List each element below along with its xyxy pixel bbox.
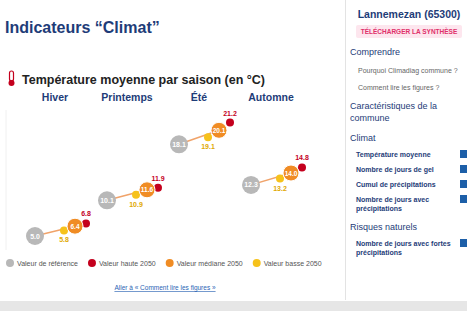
thermometer-icon — [9, 71, 15, 86]
nav-item-text[interactable]: Température moyenne — [356, 150, 431, 159]
section-title: Comprendre — [350, 46, 467, 58]
axis-line — [6, 110, 7, 250]
commune-name: Lannemezan (65300) — [350, 8, 467, 20]
median-dot — [139, 182, 155, 198]
median-dot — [67, 218, 83, 234]
sidebar: Lannemezan (65300) TÉLÉCHARGER LA SYNTHÈS… — [345, 0, 467, 300]
nav-square — [460, 239, 467, 247]
icon-bulb — [9, 80, 15, 86]
link[interactable]: Aller à « Comment lire les figures » — [114, 284, 216, 292]
labels: 5.0 6.8 5.86.4 10.1 11.9 10.9 11.6 18.1 21.2 19.1… — [30, 110, 309, 244]
chart-title: Température moyenne par saison (en °C) — [22, 73, 265, 87]
section-title: Risques naturels — [350, 221, 467, 233]
marks — [26, 119, 306, 245]
nav-square — [460, 165, 467, 173]
nav-item-text[interactable]: Cumul de précipitations — [356, 180, 436, 189]
legend-swatch — [166, 259, 174, 267]
data-label: 5.8 — [59, 236, 69, 243]
reference-dot — [170, 135, 188, 153]
legend-label: Valeur de référence — [17, 260, 78, 267]
category-label: Hiver — [42, 91, 68, 103]
median-dot — [283, 165, 299, 181]
section-title: Caractéristiques de la commune — [350, 100, 467, 124]
legend-swatch — [6, 259, 14, 267]
nav-square — [460, 195, 467, 203]
nav-item[interactable]: Température moyenne — [356, 150, 467, 159]
data-label: 5.0 — [30, 233, 40, 240]
low-dot — [276, 175, 284, 183]
nav-item[interactable]: Pourquoi Climadiag commune ? — [358, 66, 467, 75]
nav-item[interactable]: Nombre de jours de gel — [356, 165, 467, 174]
nav-item[interactable]: Nombre de jours avec précipitations — [356, 195, 467, 213]
nav-item[interactable]: Cumul de précipitations — [356, 180, 467, 189]
chart-area: Indicateurs “Climat” Température moyenne … — [0, 0, 345, 300]
category-label: Automne — [248, 91, 294, 103]
data-label: 21.2 — [223, 110, 237, 117]
data-label: 13.2 — [273, 185, 287, 192]
section-title: Climat — [350, 132, 467, 144]
category-label: Printemps — [101, 91, 153, 103]
legend-label: Valeur basse 2050 — [264, 260, 322, 267]
legend-label: Valeur haute 2050 — [99, 260, 156, 267]
data-label: 14.8 — [295, 154, 309, 161]
data-label: 11.9 — [151, 175, 164, 182]
data-label: 10.1 — [100, 197, 114, 204]
category-label: Été — [191, 91, 208, 103]
data-label: 11.6 — [141, 186, 154, 193]
legend-swatch — [253, 259, 261, 267]
high-dot — [298, 163, 306, 171]
data-label: 10.9 — [129, 201, 143, 208]
data-label: 12.3 — [244, 181, 258, 188]
nav-item-text[interactable]: Nombre de jours avec précipitations — [356, 195, 456, 213]
low-dot — [204, 133, 212, 141]
high-dot — [226, 119, 234, 127]
nav-item[interactable]: Comment lire les figures ? — [358, 83, 467, 92]
nav-item-text[interactable]: Nombre de jours de gel — [356, 165, 434, 174]
data-label: 6.4 — [70, 223, 79, 230]
legend-swatch — [88, 259, 96, 267]
bottom-bar — [0, 301, 467, 311]
icon-tube — [10, 71, 14, 81]
reference-dot — [242, 176, 260, 194]
nav-item-text[interactable]: Nombre de jours avec fortes précipitatio… — [356, 239, 456, 257]
median-dot — [211, 122, 227, 138]
legend-label: Valeur médiane 2050 — [177, 260, 243, 267]
data-label: 18.1 — [172, 141, 186, 148]
nav-square — [460, 150, 467, 158]
nav-square — [460, 180, 467, 188]
data-label: 20.1 — [213, 127, 226, 134]
download-button[interactable]: TÉLÉCHARGER LA SYNTHÈSE — [356, 25, 462, 38]
legend: Valeur de référence Valeur haute 2050 Vale… — [6, 259, 322, 267]
reference-dot — [26, 227, 44, 245]
data-label: 14.0 — [285, 170, 298, 177]
nav-item[interactable]: Nombre de jours avec fortes précipitatio… — [356, 239, 467, 257]
page-title: Indicateurs “Climat” — [5, 19, 160, 36]
data-label: 6.8 — [81, 210, 91, 217]
data-label: 19.1 — [201, 143, 215, 150]
reference-dot — [98, 191, 116, 209]
